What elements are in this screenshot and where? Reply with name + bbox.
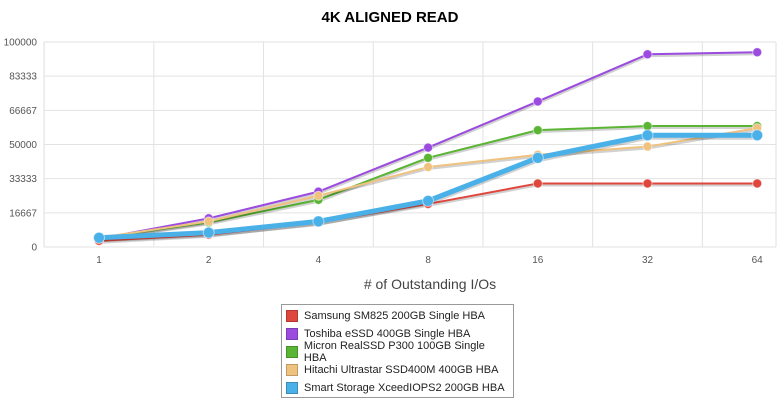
x-tick-label: 64 <box>752 255 764 266</box>
legend-swatch <box>286 364 298 376</box>
legend-label: Toshiba eSSD 400GB Single HBA <box>304 328 471 340</box>
legend-label: Smart Storage XceedIOPS2 200GB HBA <box>304 382 505 394</box>
data-point[interactable] <box>532 178 543 189</box>
data-point[interactable] <box>203 216 214 227</box>
legend-label: Samsung SM825 200GB Single HBA <box>304 310 485 322</box>
legend-swatch <box>286 310 298 322</box>
y-tick-label: 83333 <box>9 72 37 83</box>
data-point[interactable] <box>423 152 434 163</box>
legend-swatch <box>286 328 298 340</box>
x-tick-label: 4 <box>316 255 322 266</box>
legend-swatch <box>286 346 298 358</box>
x-tick-label: 32 <box>642 255 654 266</box>
data-point[interactable] <box>642 49 653 60</box>
x-tick-label: 16 <box>532 255 544 266</box>
legend-item[interactable]: Hitachi Ultrastar SSD400M 400GB HBA <box>286 361 509 379</box>
x-tick-label: 8 <box>425 255 431 266</box>
x-tick-label: 1 <box>96 255 102 266</box>
legend-item[interactable]: Micron RealSSD P300 100GB Single HBA <box>286 340 509 364</box>
y-tick-label: 16667 <box>9 208 37 219</box>
legend-item[interactable]: Smart Storage XceedIOPS2 200GB HBA <box>286 379 509 397</box>
data-point[interactable] <box>313 190 324 201</box>
data-point[interactable] <box>423 142 434 153</box>
data-point[interactable] <box>422 194 435 207</box>
data-point[interactable] <box>531 151 544 164</box>
legend-label: Hitachi Ultrastar SSD400M 400GB HBA <box>304 364 499 376</box>
x-axis-ticks: 1 2 4 8 16 32 64 <box>96 255 763 266</box>
legend-item[interactable]: Toshiba eSSD 400GB Single HBA <box>286 325 509 343</box>
legend: Samsung SM825 200GB Single HBA Toshiba eS… <box>281 304 514 398</box>
legend-item[interactable]: Samsung SM825 200GB Single HBA <box>286 307 509 325</box>
legend-swatch <box>286 382 298 394</box>
data-point[interactable] <box>641 129 654 142</box>
data-point[interactable] <box>642 121 653 132</box>
data-point[interactable] <box>312 215 325 228</box>
y-axis-ticks: 0 16667 33333 50000 66667 83333 100000 <box>4 38 38 254</box>
data-point[interactable] <box>532 125 543 136</box>
data-point[interactable] <box>642 178 653 189</box>
data-point[interactable] <box>752 47 763 58</box>
data-point[interactable] <box>423 162 434 173</box>
x-tick-label: 2 <box>206 255 212 266</box>
y-tick-label: 50000 <box>9 140 37 151</box>
x-axis-label: # of Outstanding I/Os <box>364 276 496 292</box>
series-points <box>93 47 764 246</box>
data-point[interactable] <box>751 129 764 142</box>
y-tick-label: 33333 <box>9 174 37 185</box>
line-chart: 0 16667 33333 50000 66667 83333 100000 1 2 4 8 16 3… <box>4 38 777 292</box>
data-point[interactable] <box>752 178 763 189</box>
y-tick-label: 0 <box>31 243 37 254</box>
y-tick-label: 66667 <box>9 106 37 117</box>
y-tick-label: 100000 <box>4 38 38 49</box>
chart-title: 4K ALIGNED READ <box>321 9 459 26</box>
data-point[interactable] <box>642 141 653 152</box>
data-point[interactable] <box>202 226 215 239</box>
legend-label: Micron RealSSD P300 100GB Single HBA <box>303 340 485 364</box>
data-point[interactable] <box>93 231 105 244</box>
data-point[interactable] <box>532 96 543 107</box>
